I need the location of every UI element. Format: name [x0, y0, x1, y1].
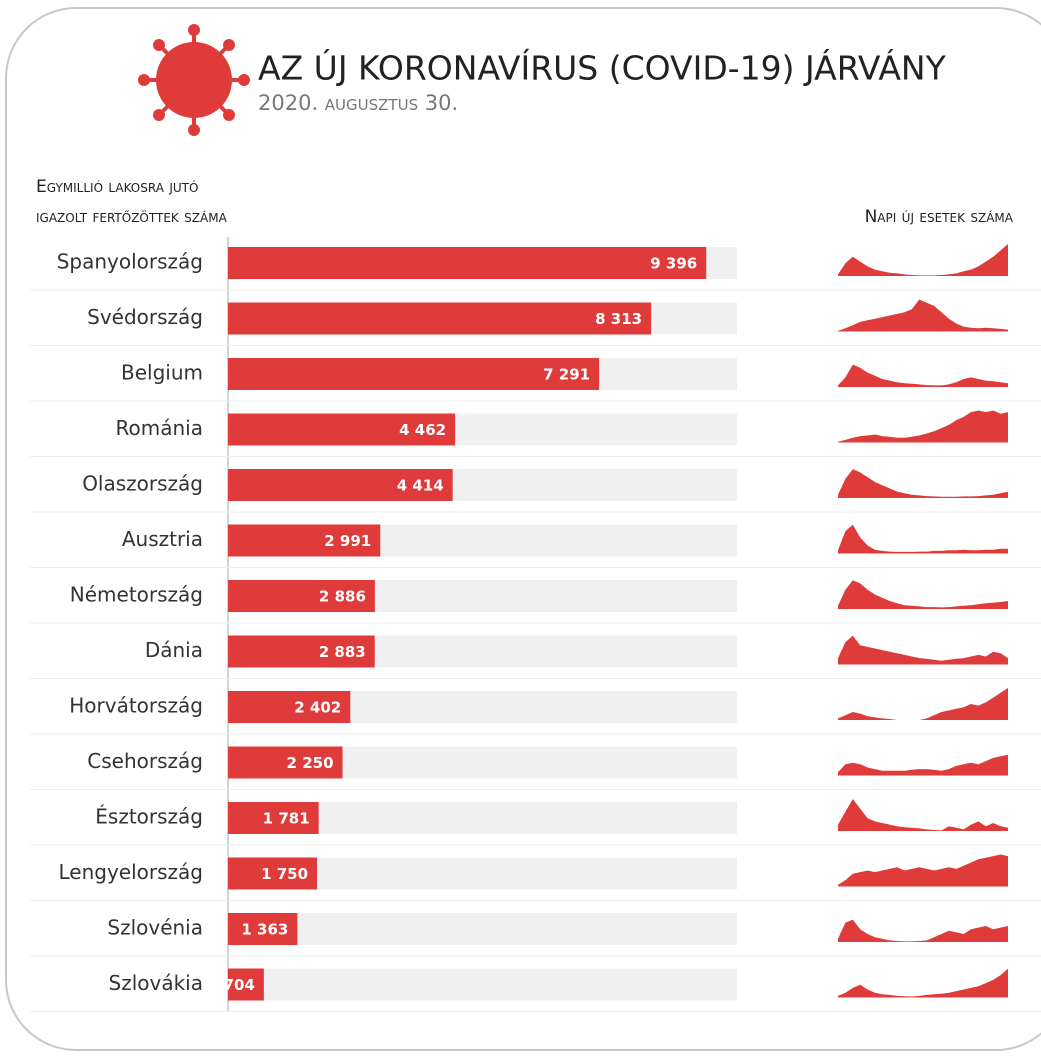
- sparkline-title: Napi új esetek száma: [865, 207, 1014, 227]
- bar: [228, 691, 351, 723]
- bar: [228, 358, 600, 390]
- category-label: Svédország: [87, 305, 203, 329]
- bar: [228, 247, 707, 279]
- bar-track: [228, 913, 737, 945]
- sparkline: [838, 968, 1008, 998]
- value-label: 7 291: [543, 366, 590, 384]
- sparkline: [838, 580, 1008, 609]
- sparkline: [838, 469, 1008, 498]
- category-label: Ausztria: [122, 527, 203, 551]
- sparkline: [838, 854, 1008, 887]
- value-label: 2 883: [319, 643, 366, 661]
- category-label: Lengyelország: [59, 860, 204, 884]
- value-label: 2 991: [324, 532, 371, 550]
- value-label: 2 402: [294, 699, 341, 717]
- bar: [228, 580, 375, 612]
- bar: [228, 469, 453, 501]
- value-label: 704: [224, 976, 255, 994]
- category-label: Szlovákia: [109, 971, 203, 995]
- category-label: Olaszország: [82, 472, 203, 496]
- category-label: Belgium: [121, 361, 203, 385]
- sparkline: [838, 524, 1008, 554]
- virus-icon: [138, 24, 250, 136]
- title: AZ ÚJ KORONAVÍRUS (COVID-19) JÁRVÁNY: [258, 48, 947, 88]
- bar: [228, 913, 298, 945]
- value-label: 2 250: [287, 754, 334, 772]
- category-label: Észtország: [95, 805, 203, 829]
- bar: [228, 302, 652, 335]
- sparkline: [838, 919, 1008, 942]
- axis-label: igazolt fertőzöttek száma: [36, 207, 228, 227]
- axis-label: Egymillió lakosra jutó: [36, 177, 198, 197]
- bar-track: [228, 968, 737, 1001]
- category-label: Németország: [70, 583, 203, 607]
- category-label: Románia: [116, 416, 203, 440]
- bar: [228, 746, 343, 779]
- sparkline: [838, 364, 1008, 387]
- bar: [228, 968, 264, 1001]
- sparkline: [838, 244, 1008, 276]
- value-label: 4 462: [399, 421, 446, 439]
- sparkline: [838, 799, 1008, 831]
- category-label: Spanyolország: [57, 250, 203, 274]
- bar: [228, 857, 318, 890]
- category-label: Dánia: [145, 638, 203, 662]
- sparkline: [838, 635, 1008, 665]
- value-label: 1 750: [261, 865, 308, 883]
- value-label: 1 781: [263, 810, 310, 828]
- category-label: Szlovénia: [107, 916, 203, 940]
- subtitle: 2020. augusztus 30.: [258, 91, 458, 115]
- bar: [228, 413, 456, 446]
- value-label: 1 363: [241, 921, 288, 939]
- value-label: 8 313: [595, 310, 642, 328]
- bar: [228, 524, 381, 557]
- value-label: 4 414: [397, 477, 444, 495]
- bar: [228, 635, 375, 668]
- sparkline: [838, 754, 1008, 776]
- value-label: 9 396: [650, 255, 697, 273]
- value-label: 2 886: [319, 588, 366, 606]
- bar: [228, 802, 319, 834]
- category-label: Csehország: [87, 749, 203, 773]
- sparkline: [838, 410, 1008, 443]
- category-label: Horvátország: [69, 694, 203, 718]
- sparkline: [838, 299, 1008, 332]
- sparkline: [838, 688, 1008, 720]
